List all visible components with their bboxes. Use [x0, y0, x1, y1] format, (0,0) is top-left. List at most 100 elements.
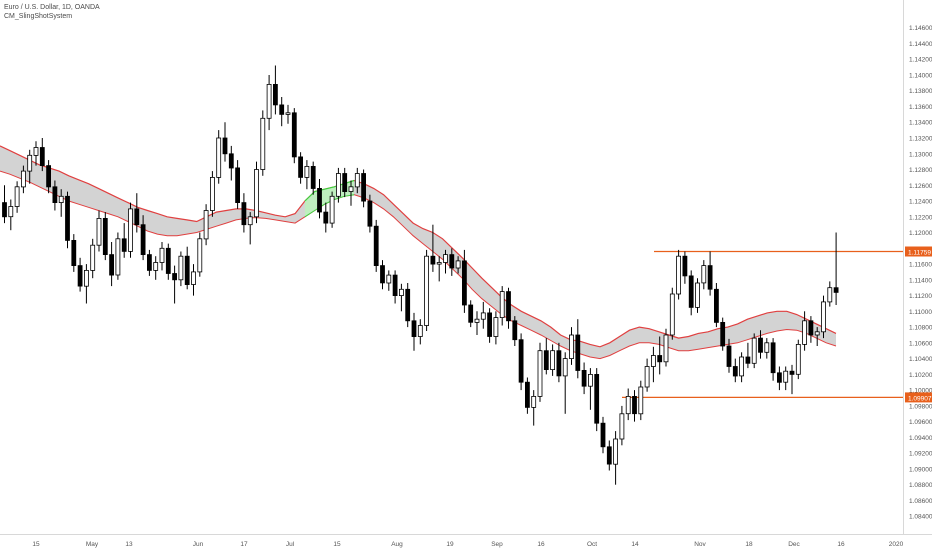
candle[interactable] [2, 185, 7, 224]
candle[interactable] [109, 242, 114, 287]
candle[interactable] [506, 287, 511, 329]
candle[interactable] [285, 104, 291, 124]
candle[interactable] [455, 256, 461, 274]
candle[interactable] [102, 212, 108, 261]
candle[interactable] [184, 246, 190, 290]
candle[interactable] [720, 317, 726, 351]
candle[interactable] [657, 336, 663, 375]
candle[interactable] [115, 232, 121, 280]
candle[interactable] [216, 130, 222, 184]
candle[interactable] [310, 161, 316, 195]
candle[interactable] [531, 390, 537, 426]
candle[interactable] [254, 161, 259, 224]
candle[interactable] [323, 202, 329, 233]
candle[interactable] [430, 224, 436, 272]
candle[interactable] [317, 179, 322, 219]
candle[interactable] [669, 287, 675, 340]
candle[interactable] [335, 167, 341, 203]
candle[interactable] [392, 270, 398, 304]
candle[interactable] [588, 368, 593, 410]
candle[interactable] [178, 251, 184, 287]
candle[interactable] [222, 122, 228, 162]
candle[interactable] [46, 160, 51, 194]
candle[interactable] [833, 232, 839, 306]
candle[interactable] [808, 316, 814, 343]
candle[interactable] [165, 243, 171, 280]
candle[interactable] [499, 286, 505, 326]
candle[interactable] [449, 248, 455, 276]
candle[interactable] [543, 338, 549, 375]
candle[interactable] [575, 319, 581, 379]
candle[interactable] [65, 191, 70, 249]
candle[interactable] [795, 339, 801, 380]
candle[interactable] [556, 342, 562, 383]
candle[interactable] [758, 330, 763, 359]
candle[interactable] [209, 171, 215, 217]
candle[interactable] [153, 256, 159, 280]
candle[interactable] [770, 338, 776, 381]
candle[interactable] [235, 160, 241, 209]
candle[interactable] [20, 165, 26, 194]
candle[interactable] [739, 352, 744, 383]
candle[interactable] [386, 270, 392, 291]
candle[interactable] [90, 238, 96, 279]
candle[interactable] [228, 145, 234, 181]
candle[interactable] [134, 193, 140, 233]
candle[interactable] [707, 251, 713, 296]
candle[interactable] [411, 312, 417, 351]
candle[interactable] [632, 390, 637, 422]
candle[interactable] [518, 333, 524, 391]
candle[interactable] [663, 328, 669, 367]
candle[interactable] [726, 338, 732, 373]
candle[interactable] [291, 108, 297, 164]
candle[interactable] [197, 232, 203, 277]
candle[interactable] [367, 194, 373, 233]
candle[interactable] [569, 327, 574, 365]
candle[interactable] [436, 256, 442, 282]
candle[interactable] [688, 270, 694, 316]
candle[interactable] [272, 65, 278, 115]
candle[interactable] [52, 180, 58, 211]
candle[interactable] [714, 283, 719, 328]
candle[interactable] [512, 316, 518, 346]
candle[interactable] [77, 257, 83, 292]
candle[interactable] [39, 138, 45, 172]
candle[interactable] [373, 219, 379, 272]
candle[interactable] [745, 342, 751, 369]
candle[interactable] [342, 167, 348, 198]
candle[interactable] [537, 342, 543, 402]
candle[interactable] [802, 311, 807, 351]
candle[interactable] [638, 380, 644, 421]
candle[interactable] [443, 249, 448, 274]
candle[interactable] [361, 169, 367, 208]
candle[interactable] [96, 210, 102, 252]
candle[interactable] [468, 300, 474, 328]
candle[interactable] [354, 167, 360, 194]
candle[interactable] [298, 152, 304, 184]
candle[interactable] [827, 281, 833, 307]
candle[interactable] [203, 204, 209, 246]
candle[interactable] [751, 333, 757, 369]
candle[interactable] [777, 366, 782, 391]
candle[interactable] [461, 249, 467, 313]
candle[interactable] [562, 352, 568, 414]
candle[interactable] [764, 338, 770, 359]
candle[interactable] [279, 97, 285, 127]
candle[interactable] [821, 295, 826, 339]
candle[interactable] [140, 215, 146, 261]
candle[interactable] [525, 377, 530, 414]
candle[interactable] [71, 234, 77, 272]
candle[interactable] [644, 358, 650, 392]
candle[interactable] [172, 265, 178, 304]
candle[interactable] [33, 141, 39, 166]
candle[interactable] [27, 149, 33, 184]
candle[interactable] [84, 264, 89, 304]
candle[interactable] [701, 260, 707, 290]
candle[interactable] [581, 362, 587, 395]
candle[interactable] [682, 251, 688, 284]
candle[interactable] [732, 358, 738, 383]
candle[interactable] [348, 180, 354, 206]
candle[interactable] [405, 283, 411, 328]
candle[interactable] [789, 364, 795, 395]
candle[interactable] [380, 260, 385, 290]
